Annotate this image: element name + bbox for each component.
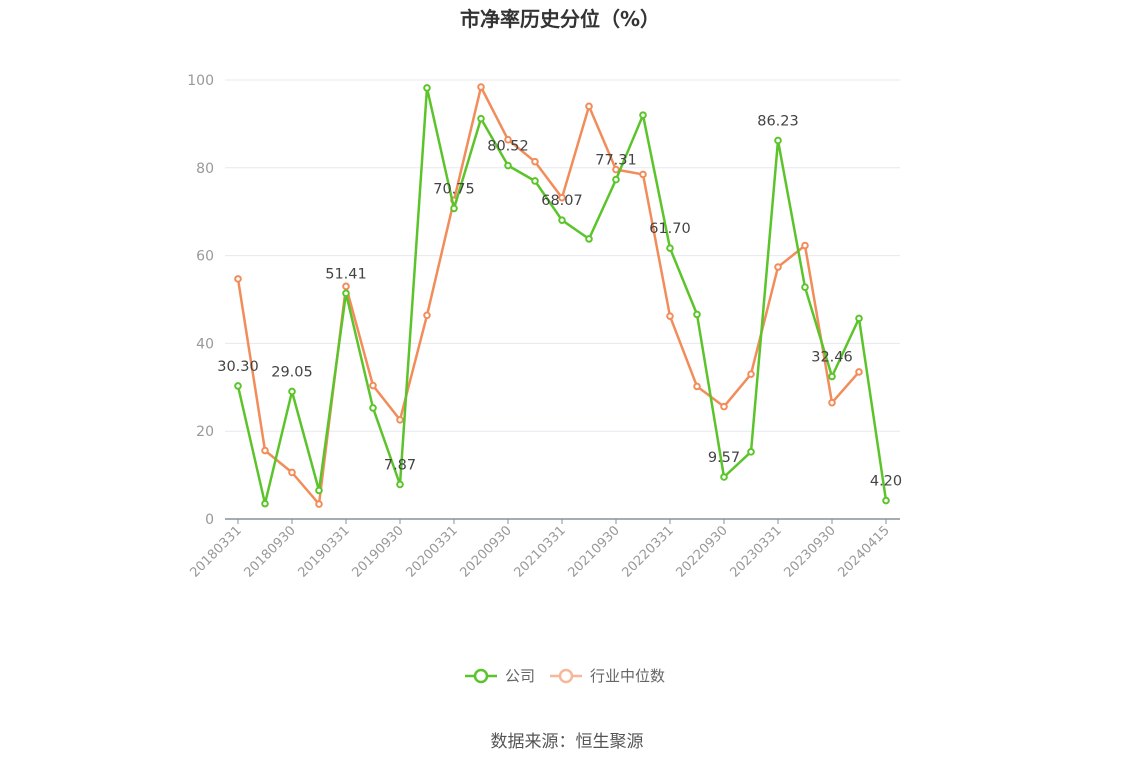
data-label: 80.52 — [487, 139, 529, 155]
data-point[interactable] — [639, 170, 647, 179]
series — [234, 83, 890, 508]
legend-label: 行业中位数 — [590, 667, 665, 685]
data-label: 29.05 — [271, 364, 313, 380]
x-tick-label: 20190331 — [295, 523, 352, 580]
chart-title: 市净率历史分位（%） — [460, 7, 660, 31]
axes: 0 20 40 60 80 100 2018033120180930201903312019… — [187, 73, 900, 581]
data-point[interactable] — [585, 102, 593, 111]
data-point[interactable] — [504, 161, 512, 170]
data-point[interactable] — [234, 275, 242, 283]
data-point[interactable] — [801, 283, 809, 292]
data-point[interactable] — [342, 282, 350, 291]
series-line — [236, 85, 860, 506]
data-point[interactable] — [585, 235, 593, 243]
legend-item-company[interactable]: 公司 — [465, 667, 535, 685]
data-point[interactable] — [801, 241, 809, 250]
data-label: 30.30 — [217, 359, 259, 375]
legend-swatch-marker — [473, 668, 489, 684]
grid — [225, 79, 900, 432]
y-tick-label: 80 — [196, 161, 214, 177]
data-point[interactable] — [504, 135, 512, 144]
x-tick-label: 20220331 — [619, 523, 676, 580]
data-point[interactable] — [774, 136, 782, 145]
x-tick-label: 20210331 — [511, 523, 568, 580]
legend-item-industry-median[interactable]: 行业中位数 — [550, 667, 665, 685]
data-point[interactable] — [477, 114, 485, 123]
data-point[interactable] — [855, 368, 863, 376]
data-point[interactable] — [828, 372, 836, 381]
legend-swatch-marker — [558, 668, 574, 684]
y-tick-label: 60 — [196, 249, 214, 265]
x-tick-label: 20220930 — [673, 523, 730, 580]
x-tick-label: 20240415 — [835, 523, 892, 580]
x-tick-label: 20180331 — [187, 523, 244, 580]
data-point[interactable] — [693, 382, 701, 391]
data-point[interactable] — [747, 448, 755, 456]
data-point[interactable] — [693, 310, 701, 319]
data-point[interactable] — [666, 244, 674, 252]
data-point[interactable] — [828, 398, 836, 407]
legend-label: 公司 — [505, 667, 535, 685]
y-tick-label: 20 — [196, 424, 214, 440]
data-point[interactable] — [261, 499, 269, 508]
data-point[interactable] — [261, 446, 269, 455]
data-point[interactable] — [882, 496, 890, 505]
y-tick-label: 0 — [205, 512, 214, 528]
data-point[interactable] — [531, 177, 539, 185]
series-industry-median — [234, 83, 863, 508]
data-point[interactable] — [315, 486, 323, 495]
data-label: 77.31 — [595, 153, 637, 169]
x-tick-label: 20210930 — [565, 523, 622, 580]
data-label: 9.57 — [708, 450, 740, 466]
data-point[interactable] — [531, 157, 539, 166]
data-point[interactable] — [612, 165, 620, 174]
data-point[interactable] — [396, 480, 404, 489]
data-label: 70.75 — [433, 181, 475, 197]
data-label: 68.07 — [541, 193, 583, 209]
series-company — [234, 84, 890, 508]
x-tick-label: 20180930 — [241, 523, 298, 580]
data-point[interactable] — [639, 111, 647, 119]
data-point[interactable] — [423, 84, 431, 92]
y-tick-label: 100 — [187, 73, 214, 89]
y-tick-label: 40 — [196, 336, 214, 352]
data-point[interactable] — [369, 404, 377, 412]
series-line — [236, 86, 888, 505]
data-label: 32.46 — [811, 350, 853, 366]
x-tick-label: 20230331 — [727, 523, 784, 580]
data-point[interactable] — [423, 311, 431, 320]
data-point[interactable] — [342, 289, 350, 298]
data-point[interactable] — [288, 387, 296, 396]
data-label: 61.70 — [649, 221, 691, 237]
data-point[interactable] — [450, 204, 458, 213]
x-tick-label: 20190930 — [349, 523, 406, 580]
data-point[interactable] — [720, 402, 728, 411]
legend[interactable]: 公司 行业中位数 — [465, 667, 665, 685]
data-point[interactable] — [234, 382, 242, 390]
data-point[interactable] — [369, 381, 377, 390]
data-point[interactable] — [558, 193, 566, 202]
x-tick-label: 20230930 — [781, 523, 838, 580]
data-point[interactable] — [612, 175, 620, 184]
data-label: 51.41 — [325, 266, 367, 282]
data-point[interactable] — [774, 263, 782, 271]
data-label: 4.20 — [870, 474, 902, 490]
data-point[interactable] — [477, 83, 485, 91]
data-point[interactable] — [855, 314, 863, 323]
data-point[interactable] — [747, 370, 755, 378]
x-tick-label: 20200331 — [403, 523, 460, 580]
x-tick-label: 20200930 — [457, 523, 514, 580]
data-labels: 30.30 29.05 51.41 7.87 70.75 80.52 68.07 77.31 6… — [217, 113, 902, 489]
data-point[interactable] — [558, 216, 566, 224]
data-point[interactable] — [315, 500, 323, 508]
data-point[interactable] — [720, 473, 728, 481]
data-point[interactable] — [666, 312, 674, 320]
data-point[interactable] — [396, 415, 404, 424]
data-point[interactable] — [288, 468, 296, 477]
data-label: 86.23 — [757, 113, 799, 129]
source-text: 数据来源：恒生聚源 — [491, 732, 644, 752]
data-label: 7.87 — [384, 457, 416, 473]
